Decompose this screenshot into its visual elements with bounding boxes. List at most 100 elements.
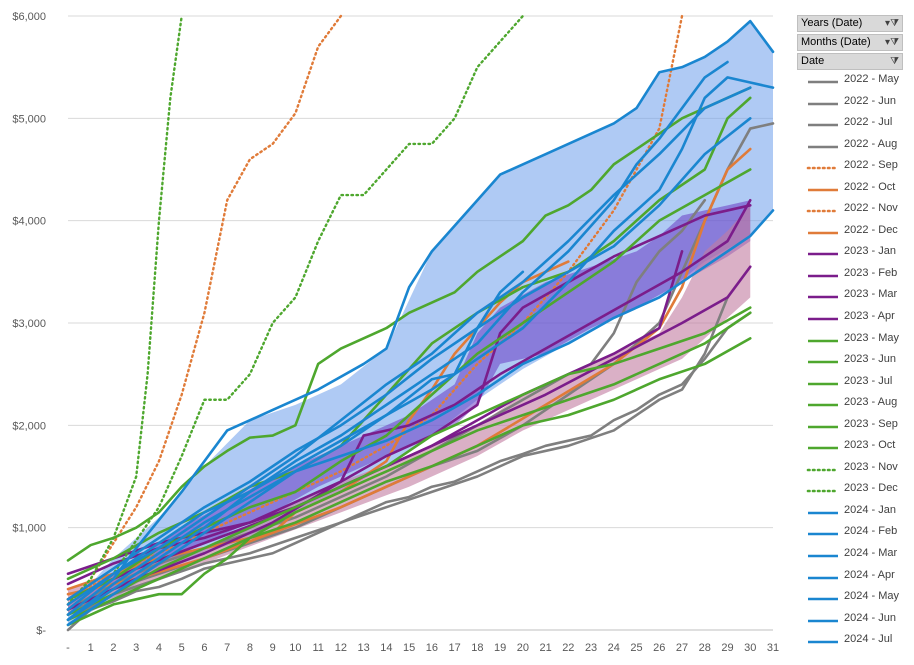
x-tick-label: 20 bbox=[517, 642, 529, 654]
x-tick-label: 24 bbox=[608, 642, 620, 654]
legend-swatch bbox=[808, 533, 838, 536]
legend-item[interactable]: 2022 - Sep bbox=[806, 158, 914, 180]
legend-item[interactable]: 2023 - Dec bbox=[806, 481, 914, 503]
series-line bbox=[66, 60, 729, 622]
legend-item[interactable]: 2022 - Oct bbox=[806, 180, 914, 202]
legend-item[interactable]: 2023 - Jun bbox=[806, 352, 914, 374]
y-tick-label: $5,000 bbox=[12, 113, 46, 125]
x-tick-label: 23 bbox=[585, 642, 597, 654]
series-line bbox=[66, 14, 343, 606]
legend-item[interactable]: 2023 - Oct bbox=[806, 438, 914, 460]
legend-label: 2022 - Oct bbox=[844, 180, 896, 193]
legend-item[interactable]: 2024 - Feb bbox=[806, 524, 914, 546]
x-tick-label: 1 bbox=[88, 642, 94, 654]
legend-swatch bbox=[808, 231, 838, 235]
legend-item[interactable]: 2022 - Aug bbox=[806, 137, 914, 159]
legend-swatch bbox=[808, 511, 838, 515]
series-line bbox=[66, 296, 729, 622]
legend-label: 2023 - Nov bbox=[844, 460, 898, 473]
x-tick-label: 21 bbox=[539, 642, 551, 654]
legend-label: 2023 - Dec bbox=[844, 482, 898, 495]
legend-swatch bbox=[808, 640, 838, 644]
legend-label: 2023 - Jun bbox=[844, 353, 896, 366]
legend-label: 2023 - Sep bbox=[844, 417, 898, 430]
date-filter-label: Date bbox=[801, 55, 825, 67]
legend-swatch bbox=[808, 80, 838, 84]
legend-item[interactable]: 2022 - May bbox=[806, 72, 914, 94]
y-tick-label: $6,000 bbox=[12, 11, 46, 23]
legend-swatch bbox=[808, 274, 838, 278]
legend-label: 2023 - Aug bbox=[844, 396, 898, 409]
legend-item[interactable]: 2024 - Apr bbox=[806, 568, 914, 590]
legend-label: 2023 - May bbox=[844, 331, 900, 344]
legend-item[interactable]: 2022 - Jun bbox=[806, 94, 914, 116]
legend-swatch bbox=[808, 296, 838, 299]
legend-item[interactable]: 2023 - Apr bbox=[806, 309, 914, 331]
legend-item[interactable]: 2023 - Nov bbox=[806, 460, 914, 482]
legend-swatch bbox=[808, 339, 838, 342]
x-tick-label: 25 bbox=[630, 642, 642, 654]
legend-item[interactable]: 2023 - May bbox=[806, 331, 914, 353]
legend-label: 2022 - May bbox=[844, 73, 900, 85]
years-filter-button[interactable]: Years (Date) ▾⧩ bbox=[797, 15, 903, 32]
series-line bbox=[66, 76, 775, 627]
x-tick-label: 30 bbox=[744, 642, 756, 654]
legend-label: 2023 - Jan bbox=[844, 245, 896, 258]
legend-label: 2023 - Mar bbox=[844, 288, 898, 301]
legend-swatch bbox=[808, 188, 838, 192]
x-tick-label: - bbox=[66, 642, 70, 654]
legend-item[interactable]: 2023 - Aug bbox=[806, 395, 914, 417]
series-line bbox=[66, 14, 183, 606]
months-filter-button[interactable]: Months (Date) ▾⧩ bbox=[797, 34, 903, 51]
legend-item[interactable]: 2024 - Jun bbox=[806, 611, 914, 633]
legend-item[interactable]: 2023 - Jul bbox=[806, 374, 914, 396]
legend-label: 2024 - May bbox=[844, 590, 900, 603]
legend-item[interactable]: 2023 - Feb bbox=[806, 266, 914, 288]
x-tick-label: 12 bbox=[335, 642, 347, 654]
x-tick-label: 3 bbox=[133, 642, 139, 654]
legend-item[interactable]: 2024 - Jan bbox=[806, 503, 914, 525]
x-tick-label: 31 bbox=[767, 642, 779, 654]
legend-label: 2023 - Feb bbox=[844, 266, 898, 279]
legend-label: 2023 - Jul bbox=[844, 374, 893, 387]
x-tick-label: 28 bbox=[699, 642, 711, 654]
legend-label: 2022 - Jun bbox=[844, 94, 896, 107]
series-line bbox=[66, 337, 752, 622]
legend-item[interactable]: 2023 - Sep bbox=[806, 417, 914, 439]
legend-swatch bbox=[808, 619, 838, 622]
range-band bbox=[68, 21, 773, 625]
x-tick-label: 27 bbox=[676, 642, 688, 654]
x-tick-label: 10 bbox=[289, 642, 301, 654]
series-line bbox=[66, 198, 752, 611]
legend-item[interactable]: 2024 - Jul bbox=[806, 632, 914, 654]
legend-item[interactable]: 2022 - Nov bbox=[806, 201, 914, 223]
legend-swatch bbox=[808, 597, 838, 601]
x-tick-label: 15 bbox=[403, 642, 415, 654]
legend-item[interactable]: 2022 - Jul bbox=[806, 115, 914, 137]
legend-swatch bbox=[808, 102, 838, 105]
legend-swatch bbox=[808, 403, 838, 407]
legend-item[interactable]: 2022 - Dec bbox=[806, 223, 914, 245]
x-tick-label: 22 bbox=[562, 642, 574, 654]
legend-swatch bbox=[808, 425, 838, 429]
series-line bbox=[66, 14, 525, 611]
legend-label: 2022 - Dec bbox=[844, 223, 898, 236]
legend-label: 2022 - Jul bbox=[844, 116, 893, 129]
series-line bbox=[66, 86, 752, 611]
legend-item[interactable]: 2023 - Mar bbox=[806, 287, 914, 309]
legend-swatch bbox=[806, 490, 840, 493]
y-tick-label: $1,000 bbox=[12, 523, 46, 535]
y-axis-ticks: $- $1,000 $2,000 $3,000 $4,000 $5,000 $6,000 bbox=[12, 11, 46, 637]
x-tick-label: 29 bbox=[721, 642, 733, 654]
legend-item[interactable]: 2024 - Mar bbox=[806, 546, 914, 568]
legend-label: 2022 - Aug bbox=[844, 137, 898, 150]
legend-swatch bbox=[808, 123, 838, 127]
legend: 2022 - May 2022 - Jun 2022 - Jul 2022 - Aug… bbox=[806, 72, 914, 654]
legend-label: 2022 - Nov bbox=[844, 202, 898, 215]
legend-label: 2023 - Oct bbox=[844, 439, 896, 452]
legend-swatch bbox=[808, 360, 838, 364]
date-filter-button[interactable]: Date ⧩ bbox=[797, 53, 903, 70]
legend-item[interactable]: 2024 - May bbox=[806, 589, 914, 611]
legend-item[interactable]: 2023 - Jan bbox=[806, 244, 914, 266]
legend-label: 2024 - Mar bbox=[844, 547, 898, 560]
